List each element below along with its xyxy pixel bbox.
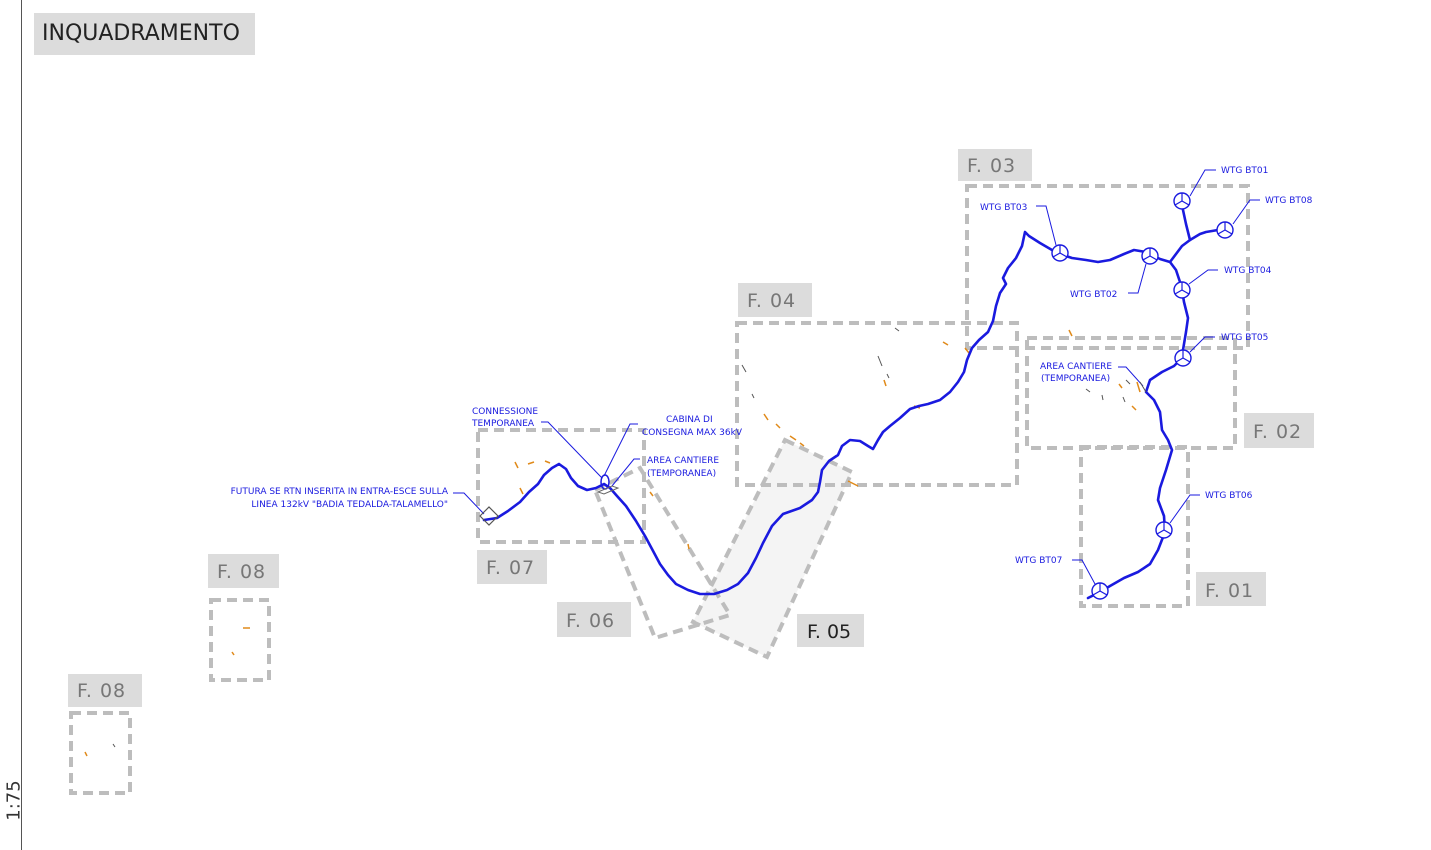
- frame-f03-tab: [958, 149, 1032, 181]
- frame-f05-label: F. 05: [807, 621, 851, 643]
- annotation-connessione: CONNESSIONE TEMPORANEA: [471, 407, 603, 479]
- annotation-futura: FUTURA SE RTN INSERITA IN ENTRA-ESCE SUL…: [231, 487, 499, 526]
- left-border-rule: [21, 0, 22, 850]
- frame-f06-label: F. 06: [566, 610, 615, 632]
- turbine-bt01-label: WTG BT01: [1221, 166, 1268, 176]
- frame-f01-tab: [1196, 572, 1266, 606]
- annotation-area-cantiere-west: AREA CANTIERE (TEMPORANEA): [611, 456, 719, 487]
- frame-f04[interactable]: F. 04: [735, 283, 1019, 487]
- turbine-bt03[interactable]: WTG BT03: [980, 203, 1069, 262]
- frame-f08-lower-tab: [68, 674, 142, 707]
- frame-f03-outline: [965, 184, 1250, 350]
- frame-f07[interactable]: F. 07: [476, 428, 646, 584]
- cable-route-south: [1086, 356, 1184, 600]
- turbine-bt08[interactable]: WTG BT08: [1216, 196, 1313, 239]
- frame-f05[interactable]: F. 05: [690, 437, 864, 660]
- turbine-bt08-label: WTG BT08: [1265, 196, 1313, 206]
- area-cantiere-west-line1: AREA CANTIERE: [647, 456, 719, 466]
- frame-f07-outline: [476, 428, 646, 544]
- frame-f04-label: F. 04: [747, 290, 796, 312]
- frame-f01-outline: [1079, 445, 1190, 608]
- area-cantiere-east-line1: AREA CANTIERE: [1040, 362, 1112, 372]
- turbine-bt01[interactable]: WTG BT01: [1173, 166, 1268, 210]
- turbine-bt05-label: WTG BT05: [1221, 333, 1268, 343]
- cable-route-main: [482, 230, 1190, 596]
- frame-f08-lower[interactable]: F. 08: [68, 674, 142, 795]
- annotation-cabina: CABINA DI CONSEGNA MAX 36kV: [603, 415, 743, 477]
- turbine-bt02-label: WTG BT02: [1070, 290, 1117, 300]
- area-cantiere-west-line2: (TEMPORANEA): [647, 469, 716, 479]
- turbine-bt04[interactable]: WTG BT04: [1173, 266, 1272, 299]
- cabina-line2: CONSEGNA MAX 36kV: [642, 428, 743, 438]
- frame-f04-tab: [738, 283, 812, 317]
- cabina-marker: [596, 474, 620, 495]
- turbine-bt07[interactable]: WTG BT07: [1015, 556, 1109, 600]
- mark: [112, 743, 116, 748]
- frame-f02-tab: [1244, 413, 1314, 448]
- frame-f02-outline: [1025, 336, 1237, 450]
- turbine-bt06-label: WTG BT06: [1205, 491, 1253, 501]
- frame-f04-outline: [735, 321, 1019, 487]
- frame-f01[interactable]: F. 01: [1079, 445, 1266, 608]
- connessione-line2: TEMPORANEA: [471, 419, 535, 429]
- substation-marker: [479, 506, 499, 526]
- futura-line1: FUTURA SE RTN INSERITA IN ENTRA-ESCE SUL…: [231, 487, 449, 497]
- frame-f03-label: F. 03: [967, 155, 1016, 177]
- frame-f06-outline: [592, 465, 734, 641]
- connessione-line1: CONNESSIONE: [472, 407, 538, 417]
- frame-f03[interactable]: F. 03: [958, 149, 1250, 350]
- futura-line2: LINEA 132kV "BADIA TEDALDA-TALAMELLO": [251, 500, 448, 510]
- frame-f02-label: F. 02: [1253, 421, 1302, 443]
- frame-f08-upper-outline: [209, 598, 271, 682]
- area-cantiere-east-line2: (TEMPORANEA): [1041, 374, 1110, 384]
- frame-f06-tab: [557, 602, 631, 637]
- frame-f08-lower-label: F. 08: [77, 680, 126, 702]
- frame-f02[interactable]: F. 02: [1025, 336, 1314, 450]
- turbine-bt05[interactable]: WTG BT05: [1174, 333, 1268, 367]
- mark: [84, 751, 88, 757]
- turbine-bt06[interactable]: WTG BT06: [1155, 491, 1253, 539]
- page-title: INQUADRAMENTO: [34, 13, 255, 55]
- frame-f08-lower-outline: [69, 711, 132, 795]
- frame-f07-tab: [477, 550, 547, 584]
- turbine-bt07-label: WTG BT07: [1015, 556, 1062, 566]
- frame-f08-upper-label: F. 08: [217, 561, 266, 583]
- annotation-area-cantiere-east: AREA CANTIERE (TEMPORANEA): [1040, 362, 1147, 393]
- frame-f05-tab: [797, 614, 864, 647]
- mark: [231, 651, 235, 656]
- turbine-bt02[interactable]: WTG BT02: [1070, 247, 1159, 300]
- turbine-bt04-label: WTG BT04: [1224, 266, 1272, 276]
- cable-route-branch-north: [1168, 226, 1226, 264]
- frame-f06[interactable]: F. 06: [557, 465, 734, 641]
- frame-f01-label: F. 01: [1205, 580, 1254, 602]
- frame-f07-label: F. 07: [486, 557, 535, 579]
- cabina-line1: CABINA DI: [666, 415, 713, 425]
- frame-f08-upper-tab: [208, 554, 279, 588]
- turbine-bt03-label: WTG BT03: [980, 203, 1027, 213]
- frame-f08-upper[interactable]: F. 08: [208, 554, 279, 682]
